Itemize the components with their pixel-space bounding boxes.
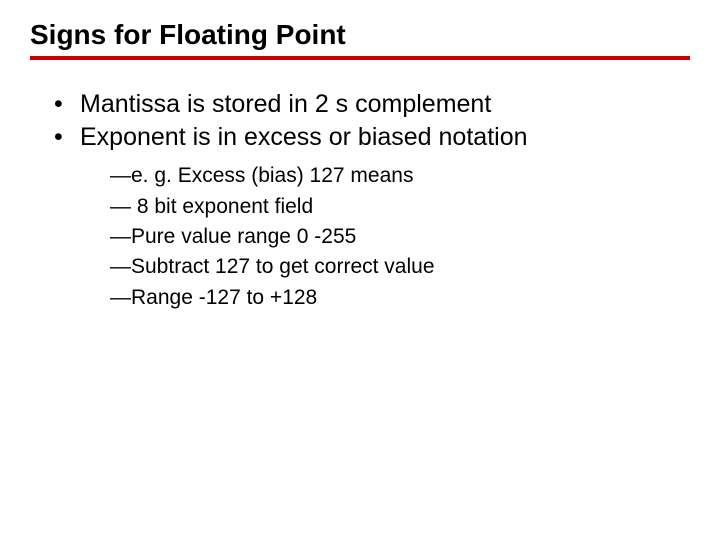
dash-icon: — <box>110 286 131 309</box>
sub-bullet-item: — 8 bit exponent field <box>110 192 690 222</box>
slide: Signs for Floating Point Mantissa is sto… <box>0 0 720 540</box>
title-underline <box>30 56 690 60</box>
sub-bullet-item: —Subtract 127 to get correct value <box>110 252 690 282</box>
sub-bullet-text: Range -127 to +128 <box>131 286 317 309</box>
dash-icon: — <box>110 225 131 248</box>
slide-title: Signs for Floating Point <box>30 18 690 52</box>
bullet-item: Mantissa is stored in 2 s complement <box>54 88 690 122</box>
sub-bullet-item: —Pure value range 0 -255 <box>110 222 690 252</box>
bullet-list: Mantissa is stored in 2 s complement Exp… <box>30 88 690 314</box>
dash-icon: — <box>110 164 131 187</box>
bullet-text: Exponent is in excess or biased notation <box>80 123 528 151</box>
bullet-text: Mantissa is stored in 2 s complement <box>80 90 491 118</box>
sub-bullet-item: —e. g. Excess (bias) 127 means <box>110 161 690 191</box>
sub-bullet-text: e. g. Excess (bias) 127 means <box>131 164 413 187</box>
sub-bullet-text: Subtract 127 to get correct value <box>131 255 435 278</box>
dash-icon: — <box>110 195 131 218</box>
sub-bullet-text: Pure value range 0 -255 <box>131 225 356 248</box>
dash-icon: — <box>110 255 131 278</box>
sub-bullet-text: 8 bit exponent field <box>131 195 313 218</box>
sub-bullet-item: —Range -127 to +128 <box>110 283 690 313</box>
sub-bullet-list: —e. g. Excess (bias) 127 means — 8 bit e… <box>80 161 690 313</box>
bullet-item: Exponent is in excess or biased notation… <box>54 121 690 313</box>
